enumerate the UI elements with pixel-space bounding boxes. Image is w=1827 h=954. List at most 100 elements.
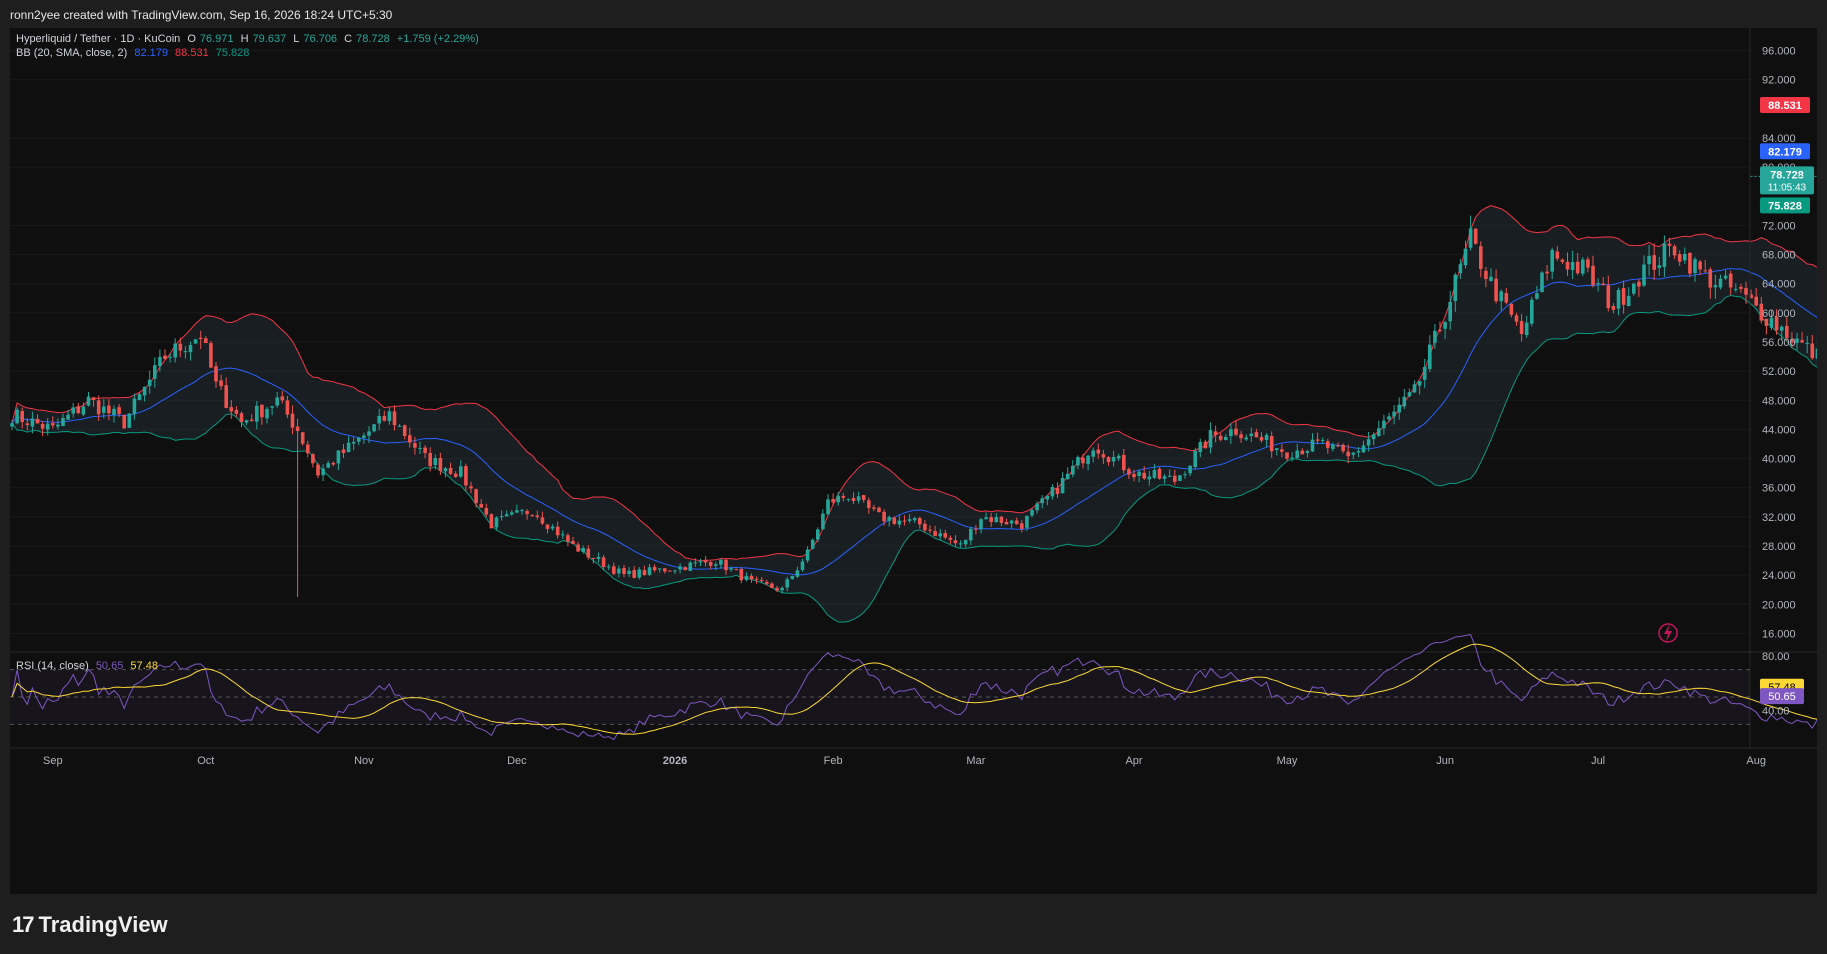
chart-area[interactable]: 16.000 20.000 24.000 28.000 32.000 36.000 40.0…	[10, 28, 1817, 894]
candle-body	[1657, 265, 1662, 268]
candle-body	[683, 567, 687, 571]
candle-body	[984, 517, 988, 520]
candle-body	[91, 397, 96, 400]
candle-body	[474, 489, 478, 504]
candle-body	[204, 338, 208, 344]
candle-body	[45, 423, 50, 430]
candle-body	[882, 511, 886, 522]
candle-body	[1188, 465, 1192, 474]
candle-body	[1683, 253, 1687, 261]
candle-body	[300, 432, 305, 444]
candle-body	[1443, 322, 1447, 329]
candle-body	[1535, 293, 1539, 299]
candle-body	[714, 564, 718, 566]
candle-body	[1739, 286, 1743, 289]
candle-body	[499, 516, 504, 518]
candle-body	[969, 528, 973, 541]
candle-body	[861, 495, 866, 500]
candle-body	[657, 568, 662, 570]
candle-body	[1453, 274, 1458, 301]
candle-body	[341, 449, 346, 453]
candle-body	[1310, 439, 1315, 452]
candle-body	[464, 466, 468, 486]
candle-body	[397, 425, 402, 427]
candle-body	[1637, 281, 1641, 287]
candle-body	[816, 529, 820, 540]
candle-body	[1555, 251, 1560, 259]
candle-body	[953, 540, 958, 544]
candle-body	[938, 533, 942, 537]
candle-body	[183, 351, 188, 353]
candle-body	[652, 566, 657, 571]
price-tick-label: 16.000	[1762, 628, 1796, 640]
candle-body	[571, 540, 575, 545]
badge-bb-basis: 82.179	[1768, 146, 1802, 158]
candle-body	[918, 518, 922, 525]
rsi-label: RSI (14, close)	[16, 660, 89, 672]
candle-body	[831, 499, 835, 503]
candle-body	[1779, 326, 1784, 331]
candle-body	[566, 535, 570, 542]
candle-body	[1025, 515, 1029, 528]
candle-body	[193, 339, 198, 344]
candle-body	[1239, 434, 1243, 439]
candle-body	[1433, 330, 1437, 343]
candle-body	[1601, 283, 1605, 285]
price-tick-label: 92.000	[1762, 75, 1796, 87]
candle-body	[96, 400, 101, 415]
tradingview-logo-icon: 17	[12, 912, 35, 937]
rsi-legend: RSI (14, close) 50.65 57.48	[16, 660, 162, 672]
candle-body	[688, 562, 693, 571]
candle-body	[525, 510, 529, 515]
candle-body	[1698, 261, 1702, 270]
candle-body	[1076, 457, 1080, 466]
candle-body	[1346, 451, 1350, 457]
candle-body	[1810, 343, 1815, 359]
candle-body	[810, 539, 815, 549]
candle-body	[1065, 473, 1070, 480]
candle-body	[377, 416, 381, 424]
candle-body	[1815, 348, 1817, 359]
candle-body	[1086, 455, 1090, 464]
candle-body	[61, 418, 65, 427]
candle-body	[219, 380, 223, 387]
candle-body	[209, 343, 213, 368]
candle-body	[581, 548, 585, 552]
candle-body	[1642, 264, 1646, 286]
candle-body	[326, 463, 330, 468]
candle-body	[255, 405, 259, 422]
candle-body	[770, 583, 774, 588]
candle-body	[744, 576, 749, 580]
candle-body	[1723, 275, 1728, 279]
candle-body	[280, 396, 285, 401]
candle-body	[994, 517, 999, 523]
candle-body	[270, 406, 274, 408]
candle-body	[229, 407, 234, 412]
candle-body	[168, 356, 172, 358]
candle-body	[550, 526, 555, 529]
candle-body	[897, 520, 902, 525]
ohlc-close-label: C	[344, 33, 353, 45]
candle-body	[734, 568, 738, 570]
badge-last-price: 78.728	[1770, 169, 1804, 181]
candle-body	[795, 570, 800, 577]
candle-body	[759, 579, 764, 582]
candle-body	[1218, 435, 1223, 440]
badge-rsi: 50.65	[1768, 691, 1796, 703]
candle-body	[1331, 444, 1335, 449]
candle-body	[137, 394, 142, 401]
ohlc-high-label: H	[240, 33, 249, 45]
candle-body	[117, 407, 121, 414]
candle-body	[1132, 473, 1136, 478]
badge-rsi-bg	[1760, 688, 1804, 705]
candle-body	[484, 508, 489, 515]
candle-body	[1285, 452, 1289, 459]
price-tick-label: 24.000	[1762, 570, 1796, 582]
candle-body	[673, 570, 677, 572]
candle-body	[1157, 468, 1162, 479]
candle-body	[239, 413, 244, 422]
candle-body	[601, 557, 606, 568]
price-tick-label: 60.000	[1762, 308, 1796, 320]
candle-body	[198, 337, 203, 339]
price-chart[interactable]: 16.000 20.000 24.000 28.000 32.000 36.000 40.0…	[10, 28, 1817, 894]
